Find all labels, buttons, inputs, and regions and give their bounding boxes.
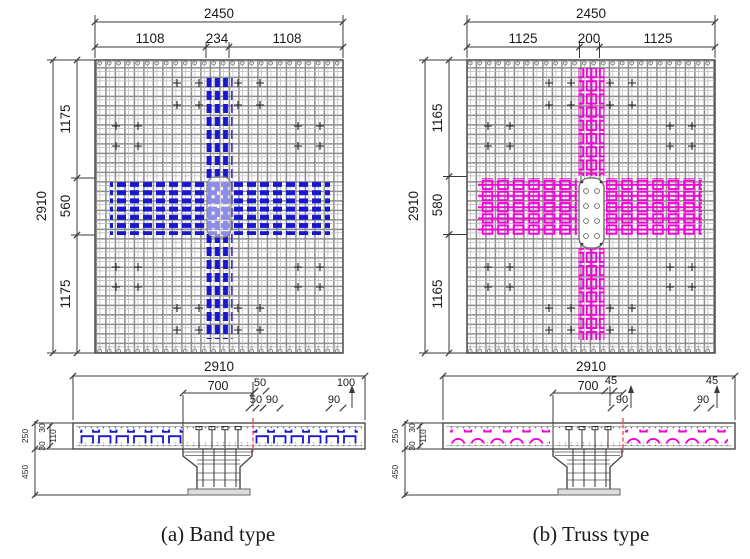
truss-plan-bottom-hooks xyxy=(468,346,714,353)
band-edge-top: 100 xyxy=(337,377,355,389)
truss-off-b: 90 xyxy=(616,394,628,406)
band-capital-width: 700 xyxy=(208,379,229,393)
band-cover-bot: 30 xyxy=(37,441,47,451)
truss-shear-reinforcement-right xyxy=(625,429,728,444)
truss-plan-hseg-mid: 580 xyxy=(430,194,445,217)
truss-column-height: 450 xyxy=(390,465,400,479)
truss-band-depth: 110 xyxy=(418,429,428,443)
band-plan-hseg-bottom: 1175 xyxy=(58,279,73,308)
band-plan-hseg-top: 1175 xyxy=(58,104,73,133)
band-slab-depth: 250 xyxy=(20,429,30,443)
truss-section-dimension-lines xyxy=(404,375,736,497)
band-plan-dimension-lines xyxy=(47,15,344,354)
truss-slab-top-bars xyxy=(446,426,732,430)
band-column-height: 450 xyxy=(20,465,30,479)
band-plan-bottom-width: 2910 xyxy=(204,359,234,374)
truss-edge-b: 90 xyxy=(697,394,709,406)
band-section-view: 700 50 50 90 100 90 250 450 30 110 30 xyxy=(20,372,369,499)
truss-column-capital xyxy=(552,449,623,496)
caption-band-type: (a) Band type xyxy=(161,522,275,546)
band-band-depth: 110 xyxy=(48,429,58,443)
truss-cover-top: 30 xyxy=(407,423,417,433)
truss-section-view: 700 45 90 45 90 250 450 30 110 30 xyxy=(390,372,739,499)
band-plan-view: 2450 1108 234 1108 2910 1175 560 1175 29… xyxy=(34,6,347,374)
truss-cover-bot: 30 xyxy=(407,441,417,451)
truss-plan-view: 2450 1125 200 1125 2910 1165 580 1165 29… xyxy=(406,6,719,374)
band-column-capital xyxy=(182,449,253,496)
band-off-a: 50 xyxy=(250,394,262,406)
truss-edge-top: 45 xyxy=(706,375,718,387)
truss-plan-top-hooks xyxy=(468,60,714,67)
caption-truss-type: (b) Truss type xyxy=(533,522,650,546)
truss-horizontal-strip-left xyxy=(478,178,577,235)
truss-plan-hseg-bottom: 1165 xyxy=(430,279,445,308)
band-plan-column xyxy=(206,176,232,238)
band-plan-hseg-mid: 560 xyxy=(58,195,73,218)
band-slab-bottom-bars xyxy=(76,442,362,446)
band-plan-width-total: 2450 xyxy=(204,6,234,21)
band-plan-height-total: 2910 xyxy=(34,191,49,221)
truss-plan-wseg-left: 1125 xyxy=(508,31,537,46)
truss-slab-depth: 250 xyxy=(390,429,400,443)
band-plan-wseg-mid: 234 xyxy=(206,31,229,46)
truss-plan-wseg-mid: 200 xyxy=(578,31,601,46)
truss-vertical-strip-bottom xyxy=(578,248,605,340)
truss-shear-reinforcement-left xyxy=(450,429,550,444)
band-shear-studs xyxy=(195,426,242,448)
truss-plan-bottom-width: 2910 xyxy=(576,359,606,374)
band-edge-b: 90 xyxy=(328,394,340,406)
band-section-dimension-lines xyxy=(34,375,366,497)
truss-off-top: 45 xyxy=(605,375,617,387)
band-plan-bottom-hooks xyxy=(96,346,342,353)
band-plan-wseg-left: 1108 xyxy=(135,31,164,46)
truss-plan-column-bars xyxy=(580,180,603,246)
truss-plan-width-total: 2450 xyxy=(576,6,606,21)
band-plan-wseg-right: 1108 xyxy=(272,31,301,46)
truss-slab xyxy=(442,422,736,450)
truss-slab-bottom-bars xyxy=(446,442,732,446)
truss-plan-wseg-right: 1125 xyxy=(643,31,672,46)
band-shear-reinforcement-right xyxy=(253,429,358,444)
truss-plan-column xyxy=(578,177,605,249)
band-cover-top: 30 xyxy=(37,423,47,433)
band-plan-top-hooks xyxy=(96,60,342,67)
band-off-b: 90 xyxy=(266,394,278,406)
truss-plan-hseg-top: 1165 xyxy=(430,103,445,132)
band-slab-top-bars xyxy=(76,426,362,430)
truss-capital-width: 700 xyxy=(578,379,599,393)
band-off-top: 50 xyxy=(254,377,266,389)
truss-horizontal-strip-right xyxy=(606,178,702,235)
truss-vertical-strip-top xyxy=(578,68,605,176)
truss-shear-studs xyxy=(565,426,612,448)
band-slab xyxy=(72,422,366,450)
truss-plan-height-total: 2910 xyxy=(406,191,421,221)
band-shear-reinforcement-left xyxy=(80,429,183,444)
truss-plan-dimension-lines xyxy=(419,15,716,354)
